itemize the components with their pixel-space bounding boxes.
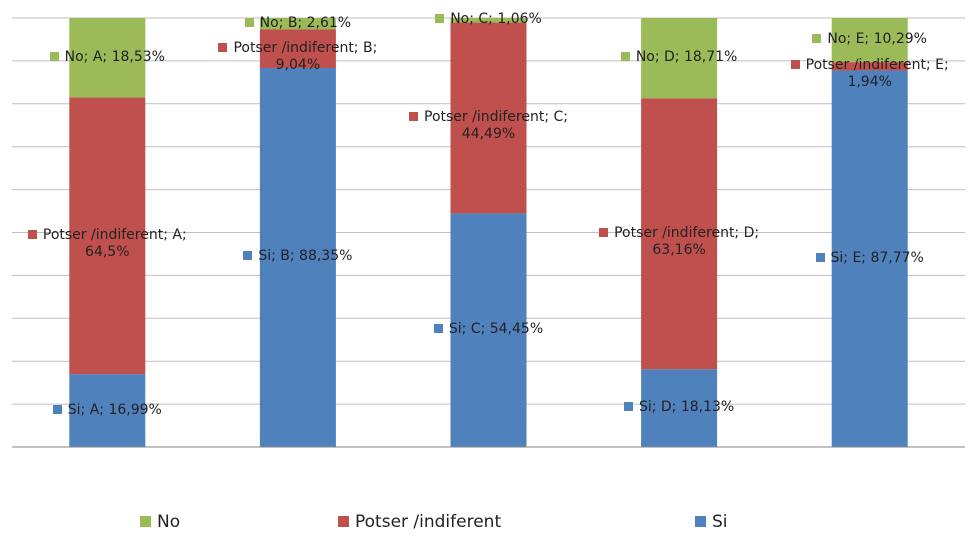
label-text: Si; E; 87,77% bbox=[830, 249, 924, 266]
data-label: Potser /indiferent; E; 1,94% bbox=[780, 57, 960, 91]
legend-text: Potser /indiferent bbox=[355, 512, 502, 532]
bar-segment bbox=[831, 18, 908, 63]
label-text: No; D; 18,71% bbox=[635, 49, 738, 66]
legend-key bbox=[695, 516, 706, 527]
data-label: No; C; 1,06% bbox=[399, 11, 579, 28]
label-text: No; B; 2,61% bbox=[259, 14, 352, 31]
label-key bbox=[27, 229, 37, 239]
label-text: No; A; 18,53% bbox=[64, 48, 165, 65]
bar-segment bbox=[450, 213, 527, 447]
legend-key bbox=[140, 516, 151, 527]
bar-segment bbox=[641, 18, 718, 99]
data-label: No; D; 18,71% bbox=[589, 49, 769, 66]
label-key bbox=[435, 14, 445, 24]
label-text: No; E; 10,29% bbox=[827, 31, 927, 48]
bar-segment bbox=[831, 62, 908, 71]
label-key bbox=[409, 111, 418, 121]
bar-segment bbox=[69, 17, 146, 98]
bar-segment bbox=[641, 369, 718, 447]
data-label: No; A; 18,53% bbox=[17, 49, 197, 66]
label-key bbox=[433, 324, 443, 334]
bar-segment bbox=[259, 18, 336, 30]
label-text: Si; D; 18,13% bbox=[638, 399, 735, 416]
bar-segment bbox=[69, 97, 146, 375]
data-label: No; B; 2,61% bbox=[208, 15, 388, 32]
label-key bbox=[244, 17, 254, 27]
data-label: Si; C; 54,45% bbox=[399, 321, 579, 338]
legend-item: No bbox=[140, 512, 180, 532]
bar-segment bbox=[831, 70, 908, 447]
bar-segment bbox=[259, 67, 336, 447]
legend-item: Potser /indiferent bbox=[338, 512, 501, 532]
data-label: Si; D; 18,13% bbox=[589, 399, 769, 416]
legend-text: Si bbox=[712, 512, 728, 532]
data-label: No; E; 10,29% bbox=[780, 31, 960, 48]
bar-segment bbox=[641, 98, 718, 370]
label-key bbox=[623, 402, 633, 412]
label-key bbox=[790, 60, 800, 70]
label-text: Potser /indiferent; C; 44,49% bbox=[424, 108, 568, 142]
label-text: Potser /indiferent; A; 64,5% bbox=[42, 226, 187, 260]
data-label: Potser /indiferent; B; 9,04% bbox=[208, 40, 388, 74]
data-label: Si; B; 88,35% bbox=[208, 248, 388, 265]
legend-text: No bbox=[157, 512, 181, 532]
label-key bbox=[812, 34, 822, 44]
label-text: Potser /indiferent; E; 1,94% bbox=[805, 57, 949, 91]
data-label: Si; A; 16,99% bbox=[17, 402, 197, 419]
label-key bbox=[52, 404, 62, 414]
label-text: Potser /indiferent; B; 9,04% bbox=[233, 39, 378, 73]
data-label: Si; E; 87,77% bbox=[780, 250, 960, 267]
bar-segment bbox=[259, 29, 336, 68]
label-text: Si; A; 16,99% bbox=[67, 401, 162, 418]
label-text: Si; B; 88,35% bbox=[258, 248, 353, 265]
bar-segment bbox=[69, 374, 146, 447]
label-key bbox=[243, 251, 253, 261]
legend-item: Si bbox=[695, 512, 728, 532]
data-label: Potser /indiferent; C; 44,49% bbox=[399, 109, 579, 143]
data-label: Potser /indiferent; A; 64,5% bbox=[17, 227, 197, 261]
label-key bbox=[49, 51, 59, 61]
label-key bbox=[599, 227, 609, 237]
label-text: No; C; 1,06% bbox=[450, 11, 542, 28]
data-label: Potser /indiferent; D; 63,16% bbox=[589, 225, 769, 259]
label-text: Si; C; 54,45% bbox=[448, 321, 544, 338]
bar-segment bbox=[450, 22, 527, 214]
label-key bbox=[218, 42, 228, 52]
bar-segment bbox=[450, 18, 527, 23]
label-text: Potser /indiferent; D; 63,16% bbox=[614, 224, 760, 258]
legend-key bbox=[338, 516, 349, 527]
label-key bbox=[620, 52, 630, 62]
label-key bbox=[815, 252, 825, 262]
